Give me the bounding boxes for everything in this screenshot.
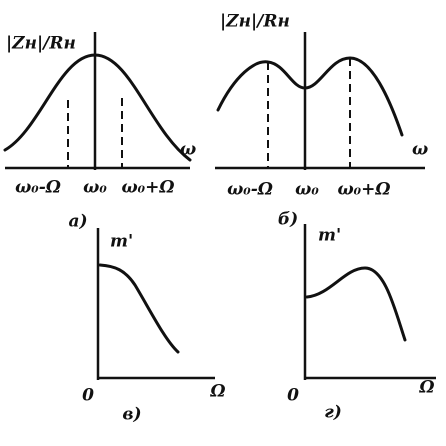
y-label: |Zн|/Rн (6, 34, 76, 54)
tick-label: ω₀-Ω (15, 178, 61, 198)
panel-a: |Zн|/Rн ω ω₀-Ω ω₀ ω₀+Ω а) (3, 32, 196, 232)
curve (98, 263, 180, 354)
x-label: Ω (209, 382, 225, 402)
curve (216, 56, 404, 137)
panel-b: |Zн|/Rн ω ω₀-Ω ω₀ ω₀+Ω б) (215, 12, 428, 230)
tick-label: ω₀ (83, 178, 107, 198)
curve (305, 266, 407, 342)
x-label: ω (180, 140, 196, 160)
caption: в) (122, 405, 141, 425)
y-label: m' (318, 226, 341, 246)
tick-label: ω₀+Ω (337, 180, 390, 200)
panel-c: m' 0 Ω в) (82, 228, 226, 425)
caption: г) (324, 403, 342, 423)
curve (3, 53, 192, 162)
x-label: Ω (418, 378, 434, 398)
tick-label: ω₀+Ω (121, 178, 174, 198)
panel-d: m' 0 Ω г) (287, 224, 436, 423)
y-label: m' (110, 232, 133, 252)
tick-label: ω₀ (295, 180, 319, 200)
origin-label: 0 (82, 386, 94, 406)
y-label: |Zн|/Rн (220, 12, 290, 32)
origin-label: 0 (287, 386, 299, 406)
tick-label: ω₀-Ω (227, 180, 273, 200)
caption: б) (278, 210, 298, 230)
x-label: ω (412, 140, 428, 160)
caption: а) (68, 212, 87, 232)
